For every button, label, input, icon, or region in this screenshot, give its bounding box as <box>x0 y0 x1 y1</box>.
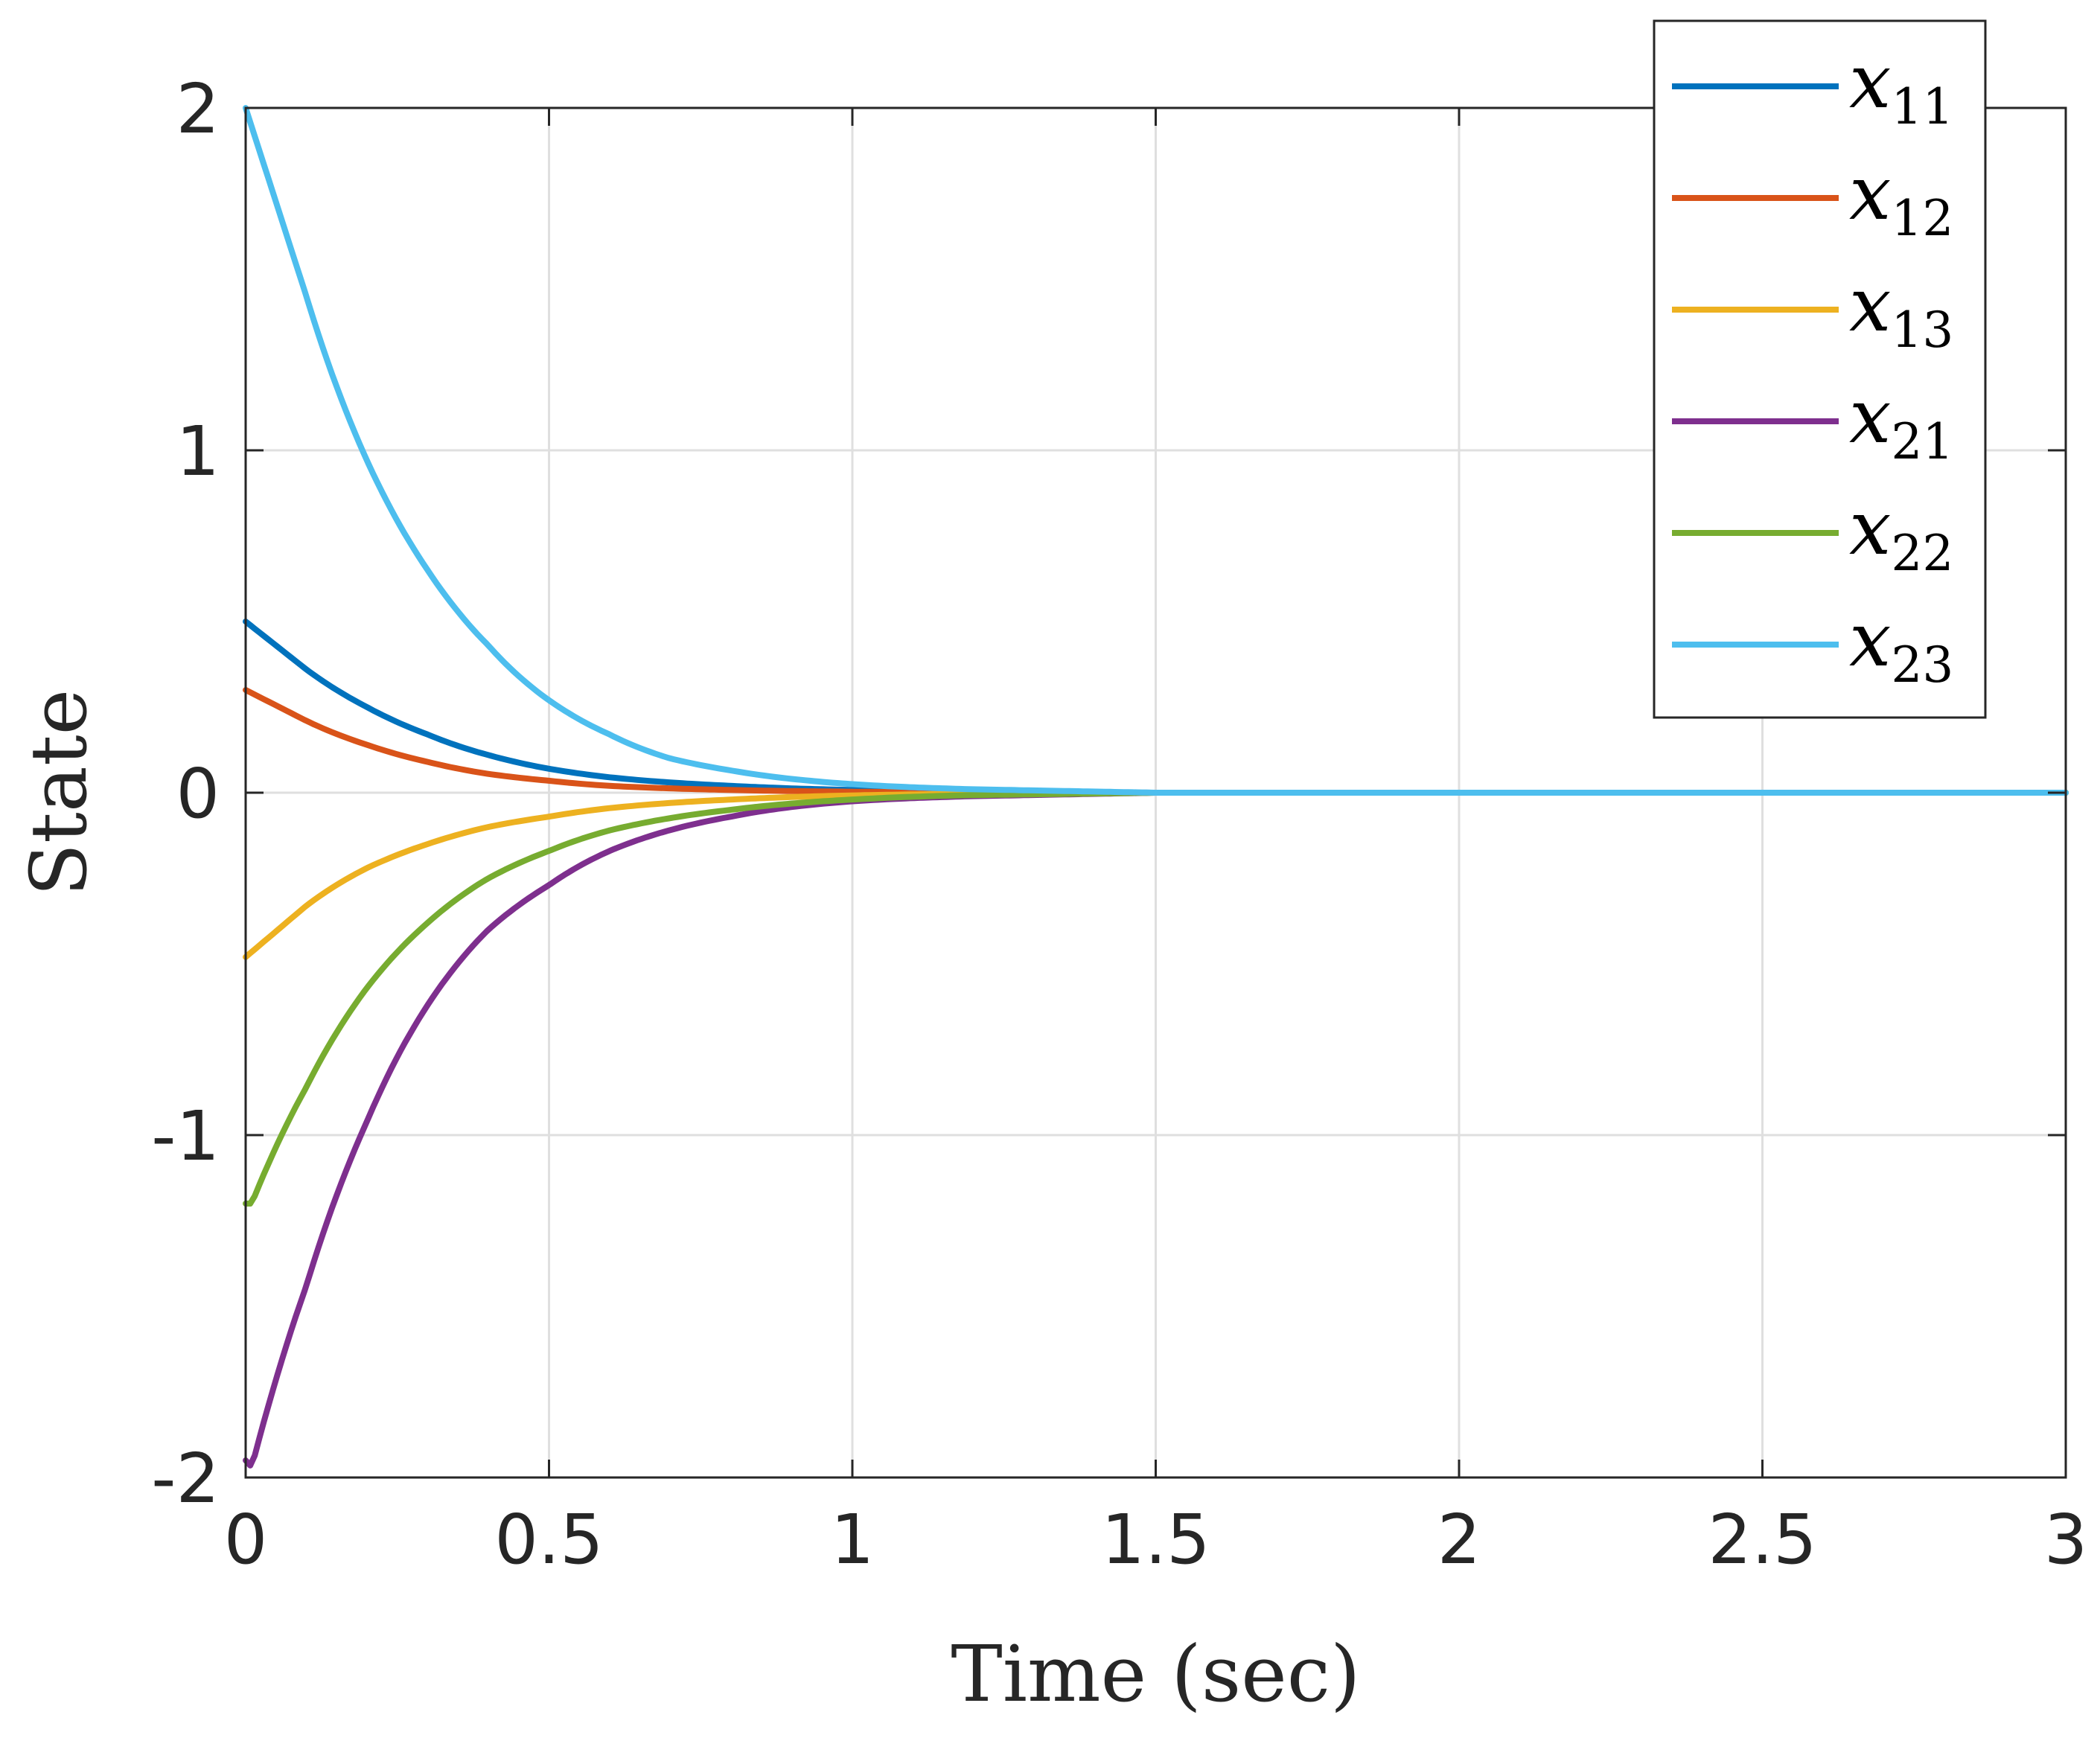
x-tick-label: 0 <box>224 1500 268 1579</box>
y-tick-label: -2 <box>151 1439 220 1518</box>
legend-label-x12: x12 <box>1849 150 1953 247</box>
x-tick-label: 3 <box>2044 1500 2088 1579</box>
x-tick-label: 2.5 <box>1708 1500 1816 1579</box>
y-tick-label: -1 <box>151 1096 220 1176</box>
legend-box <box>1653 19 1987 719</box>
legend-label-x22: x22 <box>1849 485 1953 582</box>
x-tick-label: 1.5 <box>1101 1500 1210 1579</box>
x-tick-label: 1 <box>831 1500 875 1579</box>
y-axis-title: State <box>13 689 104 896</box>
y-tick-label: 2 <box>176 69 220 149</box>
y-tick-labels: -2 -1 0 1 2 <box>151 69 220 1518</box>
series-line-x23 <box>243 105 2069 796</box>
axis-ticks <box>244 106 2067 1479</box>
legend-label-x21: x21 <box>1849 373 1953 470</box>
legend-label-x23: x23 <box>1849 596 1953 694</box>
y-tick-label: 0 <box>176 754 220 834</box>
legend-label-x13: x13 <box>1849 261 1953 359</box>
x-axis-title: Time (sec) <box>951 1629 1360 1719</box>
y-tick-label: 1 <box>176 412 220 491</box>
x-tick-labels: 0 0.5 1 1.5 2 2.5 3 <box>224 1500 2088 1579</box>
series-lines <box>243 105 2069 1469</box>
legend-label-x11: x11 <box>1849 38 1953 135</box>
x-tick-label: 2 <box>1437 1500 1481 1579</box>
x-tick-label: 0.5 <box>494 1500 603 1579</box>
legend: x11 x12 x13 x21 x22 x23 <box>1653 19 1987 719</box>
